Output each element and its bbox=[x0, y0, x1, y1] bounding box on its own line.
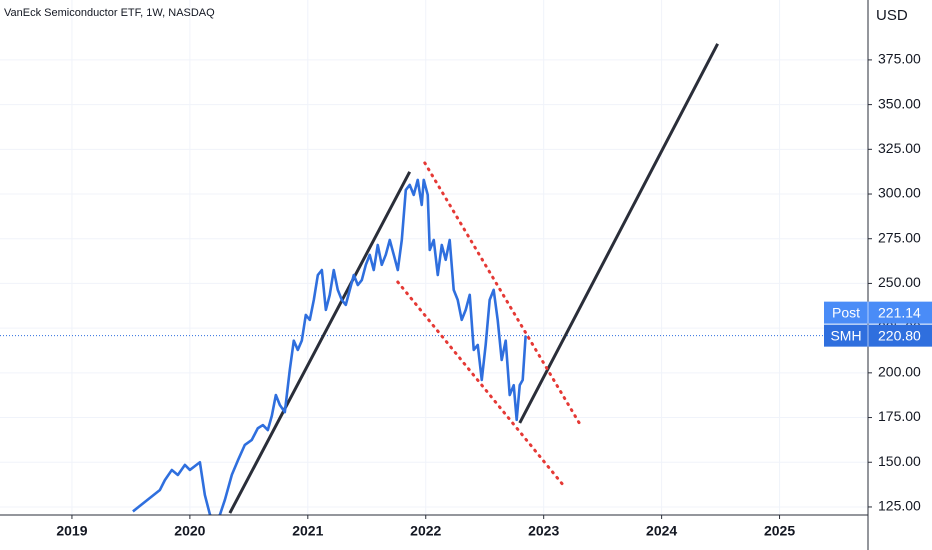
y-axis-label: USD bbox=[876, 7, 908, 24]
price-tag bbox=[824, 301, 932, 324]
x-tick-label: 2020 bbox=[174, 523, 205, 539]
x-tick-label: 2024 bbox=[646, 523, 677, 539]
price-tag-name: Post bbox=[832, 304, 860, 320]
trend-line bbox=[228, 171, 412, 514]
y-tick-label: 150.00 bbox=[878, 453, 921, 469]
y-tick-label: 375.00 bbox=[878, 51, 921, 67]
y-tick-label: 200.00 bbox=[878, 364, 921, 380]
price-tag bbox=[824, 324, 932, 347]
x-tick-label: 2022 bbox=[410, 523, 441, 539]
y-tick-label: 250.00 bbox=[878, 274, 921, 290]
price-tag-value: 220.80 bbox=[878, 327, 921, 343]
price-series bbox=[132, 178, 527, 515]
y-tick-label: 175.00 bbox=[878, 408, 921, 424]
x-tick-label: 2019 bbox=[56, 523, 87, 539]
trend-line bbox=[518, 43, 719, 424]
x-tick-label: 2025 bbox=[764, 523, 795, 539]
price-tag-value: 221.14 bbox=[878, 304, 921, 320]
x-tick-label: 2023 bbox=[528, 523, 559, 539]
trend-line bbox=[396, 280, 567, 489]
y-tick-label: 300.00 bbox=[878, 185, 921, 201]
y-tick-label: 275.00 bbox=[878, 229, 921, 245]
y-tick-label: 325.00 bbox=[878, 140, 921, 156]
x-tick-label: 2021 bbox=[292, 523, 323, 539]
price-tag-name: SMH bbox=[830, 327, 861, 343]
y-tick-label: 350.00 bbox=[878, 95, 921, 111]
trend-line bbox=[423, 161, 584, 429]
chart-title: VanEck Semiconductor ETF, 1W, NASDAQ bbox=[4, 7, 215, 19]
y-tick-label: 125.00 bbox=[878, 498, 921, 514]
